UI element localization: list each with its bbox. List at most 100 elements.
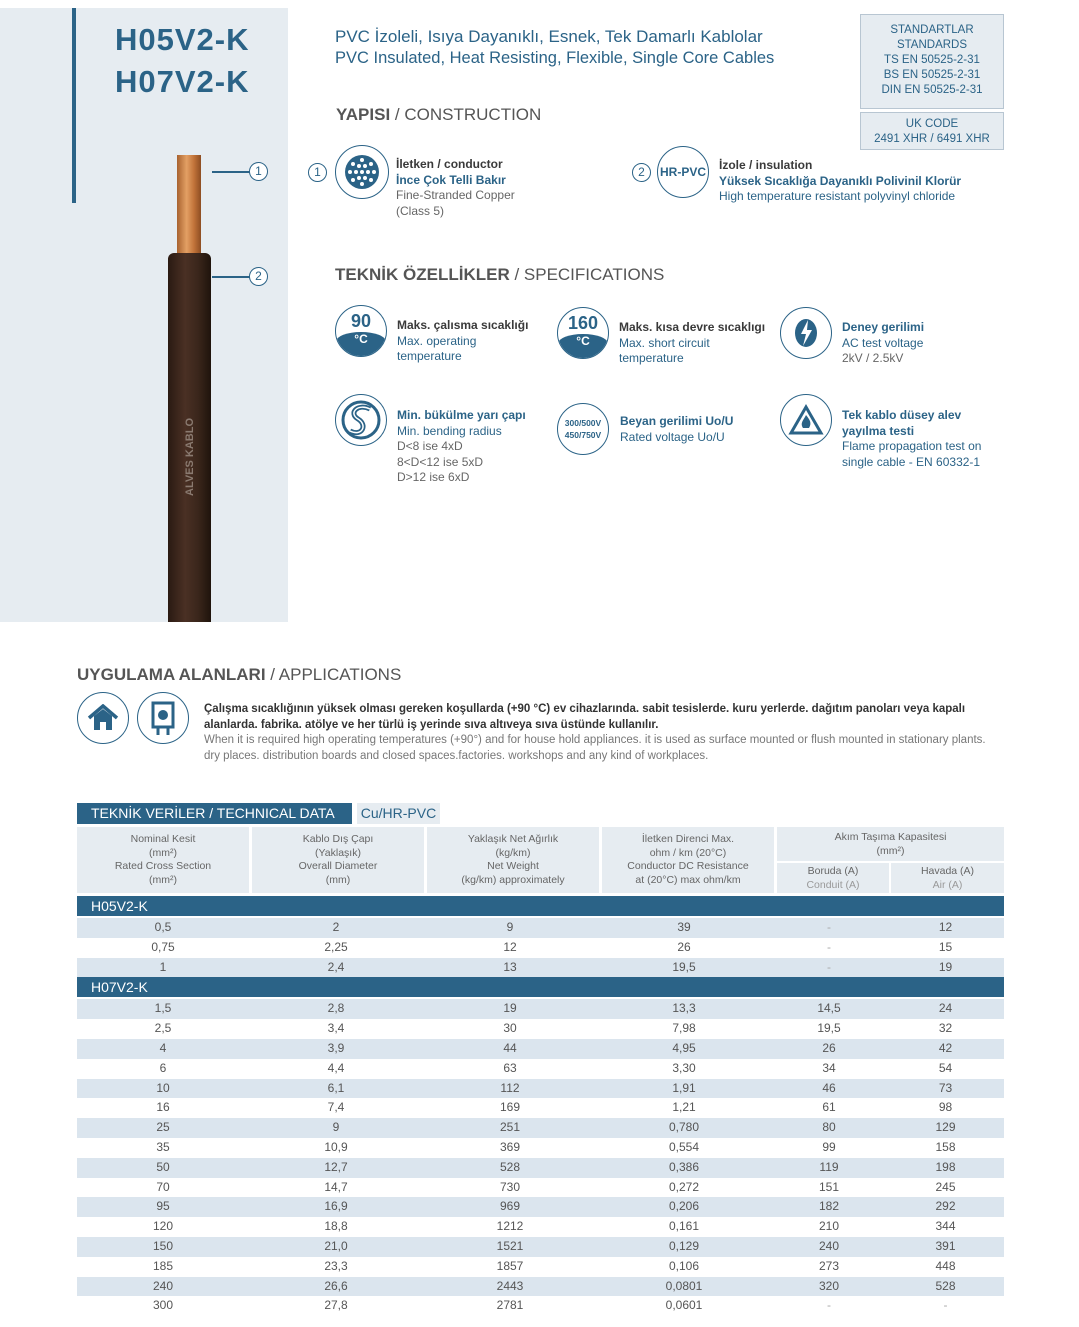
header-conduit: Boruda (A) Conduit (A) <box>777 863 889 893</box>
table-cell: 23,3 <box>324 1258 348 1273</box>
table-cell: 7,98 <box>672 1021 696 1036</box>
table-cell: 251 <box>499 1120 521 1135</box>
table-cell: 19,5 <box>672 959 696 974</box>
table-cell: 0,5 <box>154 920 172 934</box>
table-cell: 9 <box>506 920 514 934</box>
table-cell: 2781 <box>496 1298 524 1313</box>
accent-bar <box>72 8 76 203</box>
table-cell: 150 <box>152 1238 174 1253</box>
model-name-2: H07V2-K <box>115 64 250 99</box>
table-cell: 26,6 <box>324 1278 348 1293</box>
table-cell: 120 <box>152 1219 174 1234</box>
table-cell: 61 <box>822 1100 836 1115</box>
table-row: 2,5 3,4 30 7,98 19,5 32 <box>77 1019 1004 1039</box>
rated-voltage-icon: 300/500V 450/750V <box>557 403 609 455</box>
applications-text: Çalışma sıcaklığının yüksek olması gerek… <box>204 702 1004 764</box>
table-cell: 12 <box>938 920 953 934</box>
header-resistance: İletken Direnci Max. ohm / km (20°C) Condu… <box>602 827 774 893</box>
table-cell: 32 <box>938 1021 953 1036</box>
table-cell: 169 <box>499 1100 521 1115</box>
table-cell: 391 <box>935 1238 956 1253</box>
spec-max-operating-temp: Maks. çalısma sıcaklığı Max. operating tem… <box>397 318 529 363</box>
table-cell: 129 <box>935 1120 956 1135</box>
temperature-90-icon: 90 °C <box>335 305 387 357</box>
group-header: H05V2-K <box>77 896 1004 916</box>
table-cell: 0,780 <box>668 1120 700 1135</box>
table-cell: 42 <box>938 1040 953 1055</box>
callout-2: 2 <box>249 267 268 286</box>
table-row: 185 23,3 1857 0,106 273 448 <box>77 1257 1004 1277</box>
table-cell: 24 <box>938 1001 953 1016</box>
construction-insulation: İzole / insulation Yüksek Sıcaklığa Dayan… <box>719 158 962 203</box>
table-row: 95 16,9 969 0,206 182 292 <box>77 1197 1004 1218</box>
table-cell: 12 <box>503 939 517 954</box>
table-cell: 4,95 <box>672 1040 696 1055</box>
title-tr: PVC İzoleli, Isıya Dayanıklı, Esnek, Tek… <box>335 27 763 46</box>
table-cell: 0,272 <box>668 1179 700 1194</box>
table-cell: 70 <box>156 1179 170 1194</box>
table-cell: 245 <box>935 1179 956 1194</box>
technical-data-table: TEKNİK VERİLER / TECHNICAL DATA Cu/HR-PVC… <box>77 803 1004 1316</box>
table-cell: 344 <box>935 1219 956 1234</box>
table-cell: 158 <box>935 1139 956 1154</box>
table-row: 6 4,4 63 3,30 34 54 <box>77 1059 1004 1079</box>
table-cell: 3,4 <box>327 1021 345 1036</box>
standard-item: DIN EN 50525-2-31 <box>881 84 983 96</box>
table-cell: 273 <box>818 1258 840 1273</box>
table-cell: 6 <box>159 1060 167 1075</box>
hr-pvc-icon: HR-PVC <box>657 146 709 198</box>
leader-line-1 <box>212 171 250 173</box>
table-cell: - <box>827 920 831 934</box>
table-cell: 46 <box>822 1080 836 1095</box>
table-body: H05V2-K 0,5 2 9 39-12 0,75 2,25 12 26-15 1 2,4 13 19… <box>77 896 1004 1316</box>
table-cell: 14,7 <box>324 1179 348 1194</box>
table-row: 0,5 2 9 39 - 12 <box>77 918 1004 938</box>
flame-warning-icon <box>780 394 832 446</box>
table-cell: 26 <box>677 939 691 954</box>
table-row: 240 26,6 2443 0,0801 320 528 <box>77 1276 1004 1297</box>
table-cell: 7,4 <box>327 1100 345 1115</box>
table-row: 35 10,9 369 0,554 99 158 <box>77 1138 1004 1158</box>
table-cell: 300 <box>152 1298 174 1313</box>
table-cell: 1521 <box>496 1238 524 1253</box>
spec-max-short-circuit-temp: Maks. kısa devre sıcaklıgı Max. short cir… <box>619 320 766 365</box>
table-cell: 240 <box>818 1238 840 1253</box>
table-cell: 19,5 <box>817 1021 841 1036</box>
construction-num-2: 2 <box>632 163 651 182</box>
table-cell: 369 <box>499 1139 521 1154</box>
table-cell: 2,4 <box>327 959 345 974</box>
table-cell: 0,386 <box>668 1159 700 1174</box>
table-cell: 25 <box>156 1120 170 1135</box>
construction-heading: YAPISI / CONSTRUCTION <box>336 105 542 124</box>
table-cell: 4,4 <box>327 1060 345 1075</box>
spec-bending-radius: Min. bükülme yarı çapı Min. bending radiu… <box>397 408 526 484</box>
table-cell: 528 <box>499 1159 521 1174</box>
model-name-1: H05V2-K <box>115 22 250 57</box>
header-diameter: Kablo Dış Çapı (Yaklaşık) Overall Diameter… <box>252 827 424 893</box>
stranded-copper-icon <box>335 145 389 199</box>
table-cell: 185 <box>152 1258 174 1273</box>
table-cell: 15 <box>938 939 953 954</box>
table-cell: 3,9 <box>327 1040 345 1055</box>
house-icon <box>77 692 129 744</box>
bending-radius-icon <box>335 394 387 446</box>
table-cell: 2,5 <box>154 1021 172 1036</box>
table-cell: 9 <box>332 1120 340 1135</box>
table-header: Nominal Kesit (mm²) Rated Cross Section (mm… <box>77 827 1004 893</box>
table-cell: - <box>827 959 831 974</box>
table-cell: 1212 <box>496 1219 524 1234</box>
table-cell: 21,0 <box>324 1238 348 1253</box>
table-cell: 2 <box>332 920 340 934</box>
table-row: 70 14,7 730 0,272 151 245 <box>77 1178 1004 1198</box>
table-cell: 4 <box>159 1040 167 1055</box>
spec-test-voltage: Deney gerilimi AC test voltage 2kV / 2.5kV <box>842 320 925 365</box>
table-cell: 240 <box>152 1278 174 1293</box>
table-cell: 39 <box>677 920 691 934</box>
table-cell: 35 <box>156 1139 170 1154</box>
table-cell: 730 <box>499 1179 521 1194</box>
table-row: 4 3,9 44 4,95 26 42 <box>77 1038 1004 1059</box>
product-image-panel <box>0 8 288 622</box>
table-row: 0,75 2,25 12 26 - 15 <box>77 938 1004 958</box>
table-cell: 0,0601 <box>665 1298 703 1313</box>
table-cell: - <box>827 939 831 954</box>
